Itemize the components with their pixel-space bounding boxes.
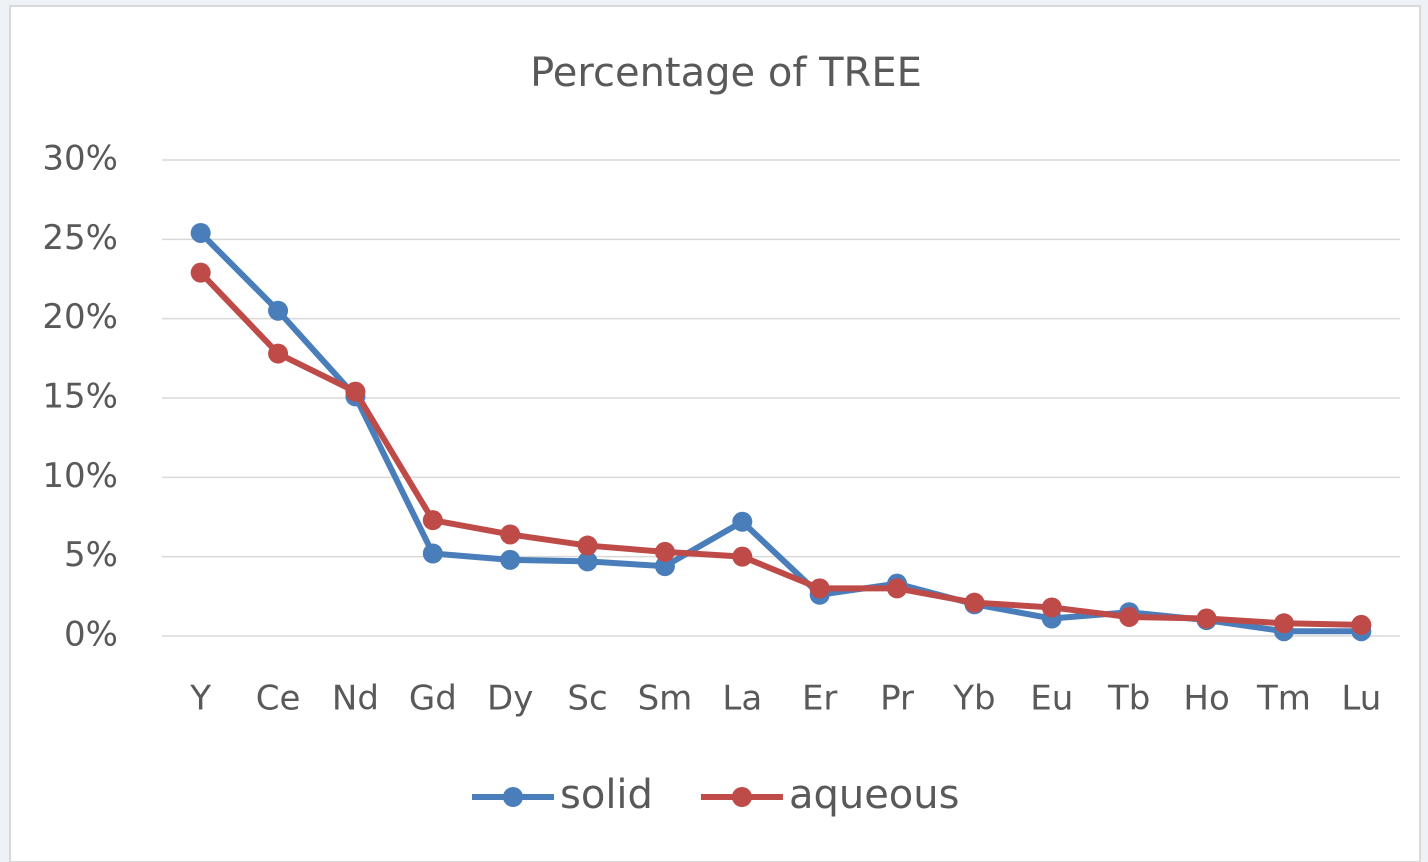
data-point [268, 343, 289, 364]
data-point [577, 551, 598, 572]
x-tick-label: Y [189, 679, 211, 719]
x-tick-label: Eu [1030, 679, 1073, 719]
x-tick-label: Nd [332, 679, 379, 719]
data-point [1119, 606, 1140, 627]
x-tick-label: Sm [638, 679, 693, 719]
x-tick-label: Er [802, 679, 837, 719]
legend-label: solid [560, 772, 653, 818]
data-point [732, 546, 753, 567]
y-tick-label: 25% [42, 218, 118, 258]
data-point [1273, 613, 1294, 634]
x-tick-label: Tb [1107, 679, 1150, 719]
data-point [887, 578, 908, 599]
y-tick-label: 5% [64, 535, 118, 575]
x-tick-label: Yb [952, 679, 995, 719]
data-point [190, 222, 211, 243]
y-tick-label: 30% [42, 139, 118, 179]
x-tick-label: Ce [256, 679, 301, 719]
legend-marker [503, 787, 523, 807]
legend-label: aqueous [789, 772, 960, 818]
data-point [422, 543, 443, 564]
data-point [964, 592, 985, 613]
x-tick-label: Dy [487, 679, 533, 719]
chart-title: Percentage of TREE [530, 50, 922, 96]
x-tick-label: Lu [1341, 679, 1381, 719]
data-point [268, 300, 289, 321]
data-point [654, 556, 675, 577]
legend-marker [731, 787, 752, 807]
x-tick-label: Ho [1183, 679, 1229, 719]
data-point [732, 511, 753, 532]
data-point [1196, 608, 1217, 629]
data-point [577, 535, 598, 556]
data-point [500, 524, 521, 545]
x-tick-label: La [722, 679, 762, 719]
x-tick-label: Sc [567, 679, 607, 719]
series-line [198, 270, 1362, 628]
y-tick-label: 0% [64, 615, 118, 655]
data-point [422, 510, 443, 531]
chart-area [9, 5, 1421, 862]
y-tick-label: 10% [42, 456, 118, 496]
data-point [190, 262, 211, 283]
y-tick-label: 20% [42, 297, 118, 337]
data-point [1041, 597, 1062, 618]
x-tick-label: Gd [409, 679, 457, 719]
data-point [345, 381, 366, 402]
data-point [654, 541, 675, 562]
y-tick-label: 15% [42, 377, 118, 417]
data-point [809, 578, 830, 599]
data-point [500, 549, 521, 570]
data-point [1351, 614, 1372, 635]
x-tick-label: Pr [880, 679, 914, 719]
x-tick-label: Tm [1256, 679, 1311, 719]
